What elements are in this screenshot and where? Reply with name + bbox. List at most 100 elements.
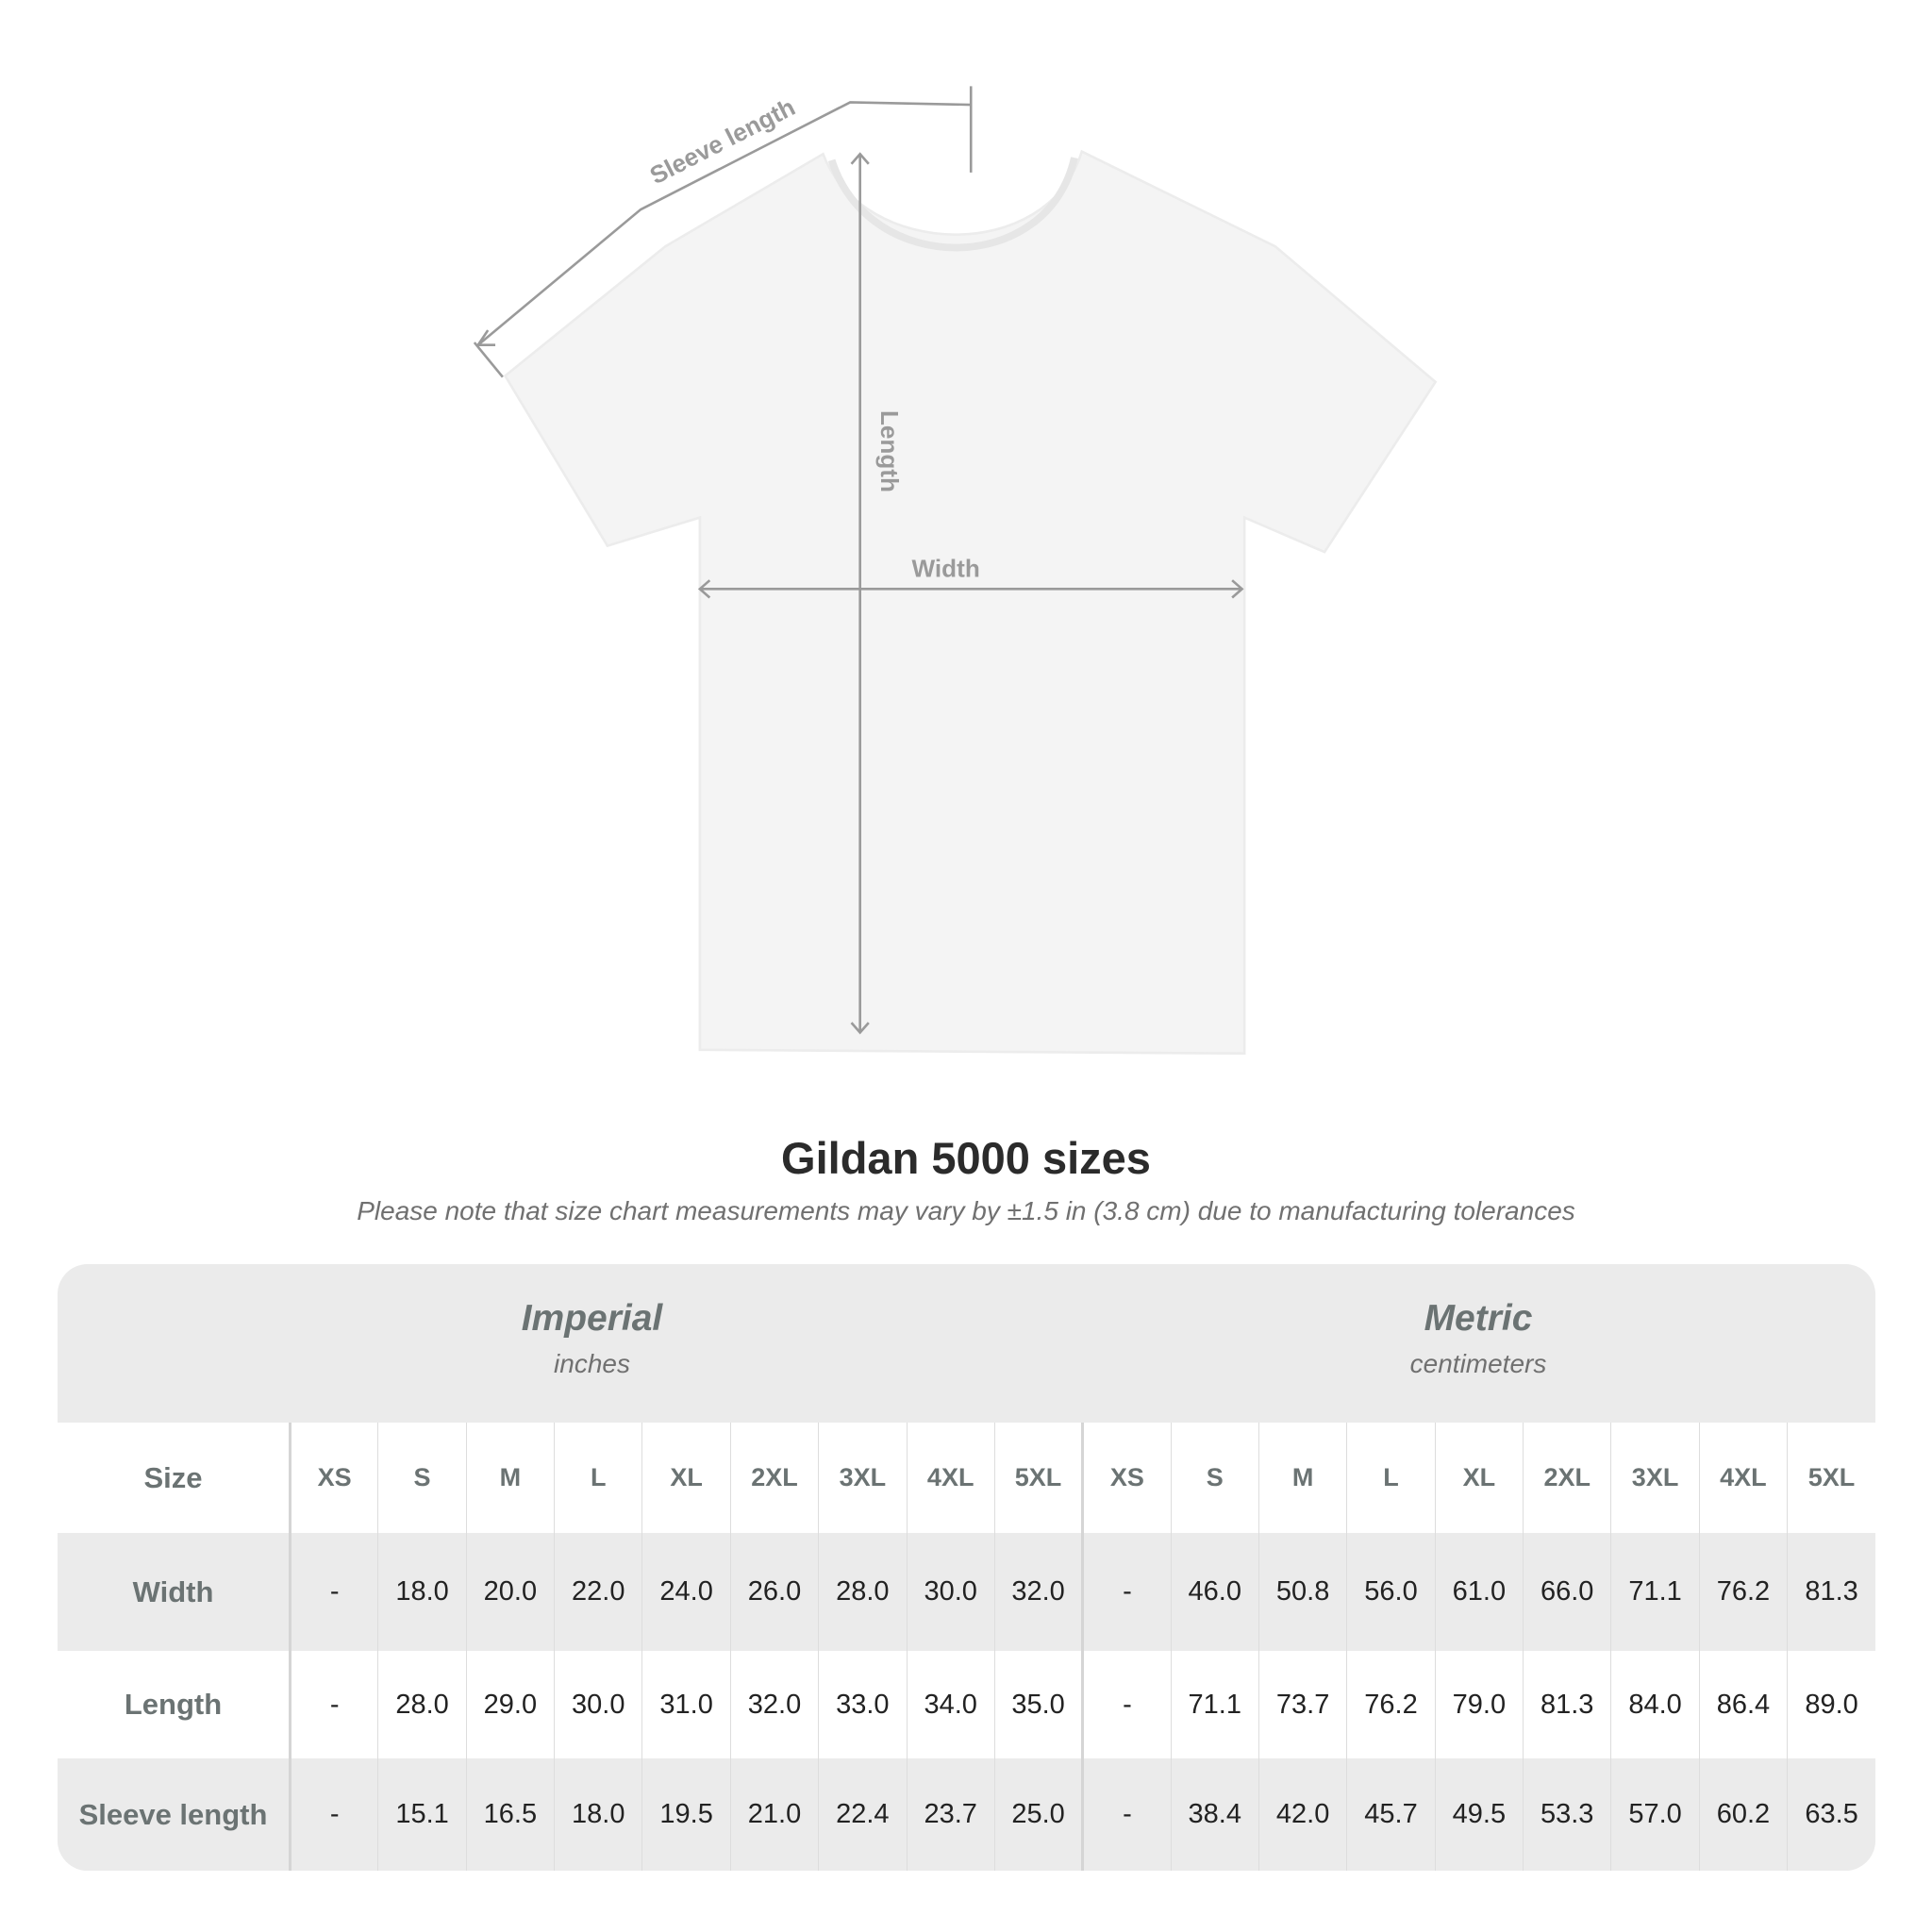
metric-value-cell: 79.0 [1434,1651,1524,1758]
metric-value-cell: 84.0 [1610,1651,1700,1758]
metric-value-cell: 60.2 [1698,1758,1788,1871]
metric-value-cell: 86.4 [1698,1651,1788,1758]
metric-value-cell: - [1081,1533,1172,1651]
arrow-head-icon [475,329,496,347]
imperial-size-xs: XS [289,1423,378,1533]
table-row-width: Width -18.0 20.0 22.0 24.0 26.0 28.0 30.0 32.0-4… [58,1533,1875,1651]
metric-size-4xl: 4XL [1698,1423,1788,1533]
imperial-value-cell: 32.0 [729,1651,819,1758]
imperial-value-cell: 28.0 [377,1651,467,1758]
metric-size-2xl: 2XL [1523,1423,1611,1533]
metric-value-cell: 81.3 [1787,1533,1875,1651]
imperial-value-cell: 32.0 [993,1533,1083,1651]
sleeve-length-line [476,101,972,346]
metric-value-cell: 71.1 [1610,1533,1700,1651]
length-label: Length [875,410,904,492]
sleeve-tick-start [473,341,504,378]
metric-value-cell: 45.7 [1346,1758,1436,1871]
metric-value-cell: 81.3 [1523,1651,1611,1758]
imperial-header: Imperial inches [289,1264,895,1423]
imperial-value-cell: 31.0 [641,1651,731,1758]
metric-value-cell: 76.2 [1698,1533,1788,1651]
imperial-value-cell: 18.0 [377,1533,467,1651]
imperial-size-m: M [465,1423,555,1533]
metric-value-cell: - [1081,1651,1172,1758]
imperial-size-2xl: 2XL [729,1423,819,1533]
row-label: Length [58,1651,291,1758]
measurements-table: Size XS S M L XL 2XL 3XL 4XL 5XL XS S M L XL 2XL 3XL 4XL 5… [58,1423,1875,1871]
imperial-size-l: L [554,1423,642,1533]
imperial-value-cell: 23.7 [906,1758,995,1871]
metric-value-cell: 53.3 [1523,1758,1611,1871]
imperial-value-cell: 30.0 [906,1533,995,1651]
metric-value-cell: 73.7 [1257,1651,1347,1758]
imperial-value-cell: 33.0 [818,1651,908,1758]
imperial-value-cell: 15.1 [377,1758,467,1871]
metric-value-cell: 38.4 [1170,1758,1259,1871]
metric-size-s: S [1170,1423,1259,1533]
imperial-value-cell: - [289,1533,378,1651]
imperial-value-cell: 29.0 [465,1651,555,1758]
metric-value-cell: 71.1 [1170,1651,1259,1758]
imperial-value-cell: 22.4 [818,1758,908,1871]
imperial-value-cell: 24.0 [641,1533,731,1651]
imperial-value-cell: 16.5 [465,1758,555,1871]
imperial-value-cell: 22.0 [554,1533,642,1651]
imperial-value-cell: 28.0 [818,1533,908,1651]
metric-value-cell: - [1081,1758,1172,1871]
row-label: Sleeve length [58,1758,291,1871]
metric-unit: centimeters [1409,1349,1547,1378]
imperial-value-cell: - [289,1758,378,1871]
imperial-size-5xl: 5XL [993,1423,1083,1533]
metric-value-cell: 76.2 [1346,1651,1436,1758]
arrow-head-icon [850,152,870,165]
table-row-sleeve-length: Sleeve length -15.1 16.5 18.0 19.5 21.0 22.4 23… [58,1758,1875,1871]
width-label: Width [912,554,980,582]
imperial-value-cell: 21.0 [729,1758,819,1871]
metric-value-cell: 46.0 [1170,1533,1259,1651]
imperial-size-4xl: 4XL [906,1423,995,1533]
metric-size-5xl: 5XL [1787,1423,1875,1533]
page-title: Gildan 5000 sizes [781,1133,1151,1183]
imperial-value-cell: 19.5 [641,1758,731,1871]
imperial-value-cell: 34.0 [906,1651,995,1758]
metric-size-xl: XL [1434,1423,1524,1533]
metric-label: Metric [1424,1298,1533,1339]
metric-size-m: M [1257,1423,1347,1533]
imperial-value-cell: 35.0 [993,1651,1083,1758]
metric-value-cell: 57.0 [1610,1758,1700,1871]
size-table: Imperial inches Metric centimeters Size X… [58,1264,1875,1871]
imperial-value-cell: - [289,1651,378,1758]
table-row-length: Length -28.0 29.0 30.0 31.0 32.0 33.0 34.0 35.0-… [58,1651,1875,1758]
arrow-head-icon [850,1022,870,1035]
imperial-value-cell: 20.0 [465,1533,555,1651]
metric-value-cell: 61.0 [1434,1533,1524,1651]
tolerance-note: Please note that size chart measurements… [357,1196,1575,1225]
metric-value-cell: 42.0 [1257,1758,1347,1871]
metric-size-xs: XS [1081,1423,1172,1533]
imperial-size-xl: XL [641,1423,731,1533]
metric-size-l: L [1346,1423,1436,1533]
metric-value-cell: 89.0 [1787,1651,1875,1758]
imperial-value-cell: 25.0 [993,1758,1083,1871]
imperial-size-3xl: 3XL [818,1423,908,1533]
imperial-value-cell: 26.0 [729,1533,819,1651]
size-header-row: Size XS S M L XL 2XL 3XL 4XL 5XL XS S M L XL 2XL 3XL 4XL 5… [58,1423,1875,1533]
imperial-value-cell: 30.0 [554,1651,642,1758]
imperial-value-cell: 18.0 [554,1758,642,1871]
metric-value-cell: 63.5 [1787,1758,1875,1871]
metric-size-3xl: 3XL [1610,1423,1700,1533]
arrow-head-icon [697,579,711,599]
collar [827,157,1078,252]
imperial-size-s: S [377,1423,467,1533]
metric-value-cell: 50.8 [1257,1533,1347,1651]
metric-value-cell: 66.0 [1523,1533,1611,1651]
tshirt-shape [503,149,1438,1056]
imperial-label: Imperial [521,1298,663,1339]
arrow-head-icon [1231,579,1244,599]
size-label: Size [58,1423,291,1533]
metric-value-cell: 56.0 [1346,1533,1436,1651]
imperial-unit: inches [554,1349,630,1378]
metric-header: Metric centimeters [1081,1264,1875,1423]
row-label: Width [58,1533,291,1651]
